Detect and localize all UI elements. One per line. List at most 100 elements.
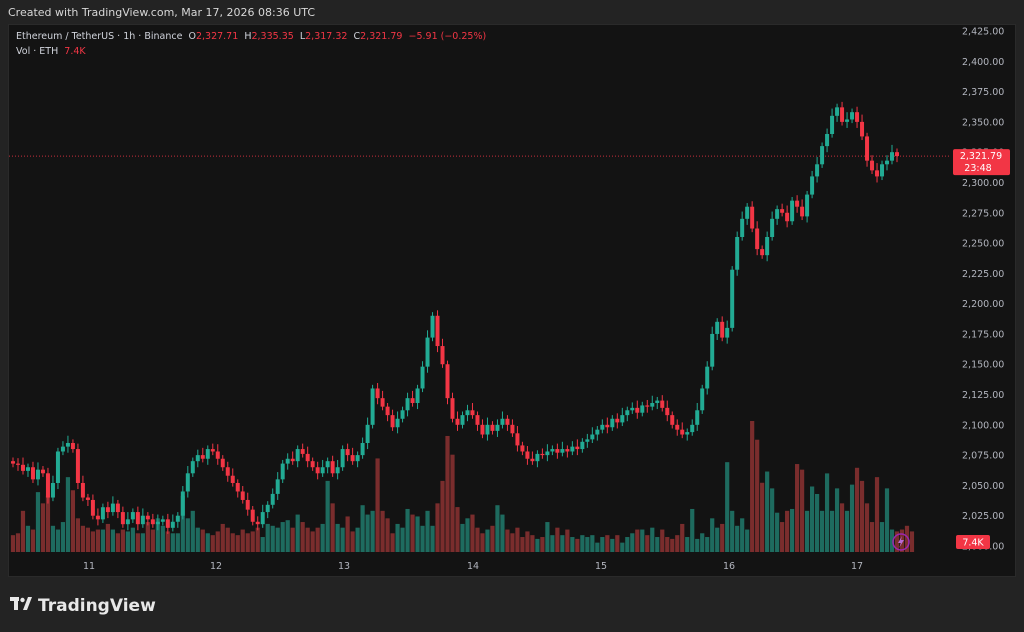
volume-bar (879, 522, 885, 552)
volume-bar (335, 523, 340, 552)
last-price-label: 2,321.79 (960, 151, 1002, 162)
volume-bar (615, 535, 620, 552)
candle-body (140, 515, 145, 525)
candle-body (465, 410, 470, 416)
candle-body (495, 424, 500, 431)
candle-body (815, 164, 820, 177)
volume-bar (10, 535, 16, 552)
tradingview-brand[interactable]: TradingView (10, 595, 156, 616)
volume-bar (275, 527, 280, 552)
y-tick-label: 2,025.00 (962, 511, 1004, 522)
candle-body (330, 461, 335, 474)
volume-bar (330, 503, 335, 552)
candle-body (135, 512, 140, 525)
volume-bar (105, 523, 110, 552)
volume-label[interactable]: Vol · ETH (16, 46, 59, 57)
volume-bar (400, 527, 405, 552)
y-tick-label: 2,150.00 (962, 360, 1004, 371)
candle-body (295, 449, 300, 462)
volume-bar (889, 529, 895, 552)
volume-bar (834, 488, 840, 552)
candle-body (50, 482, 55, 498)
volume-bar (854, 467, 860, 552)
volume-bar (590, 535, 595, 552)
candle-body (125, 519, 130, 525)
candle-body (40, 469, 45, 474)
candle-body (390, 415, 395, 428)
y-tick-label: 2,275.00 (962, 208, 1004, 219)
volume-bar (260, 537, 265, 552)
x-tick-label: 17 (851, 561, 863, 572)
y-tick-label: 2,350.00 (962, 117, 1004, 128)
volume-bar (175, 533, 180, 552)
candle-body (780, 209, 785, 213)
candle-body (170, 521, 175, 528)
candle-body (45, 473, 50, 498)
candle-body (100, 507, 105, 520)
volume-bar (115, 533, 120, 552)
volume-bar (50, 525, 56, 552)
y-tick-label: 2,300.00 (962, 178, 1004, 189)
candle-body (60, 446, 65, 452)
candle-body (605, 424, 610, 428)
candle-body (350, 455, 355, 462)
y-tick-label: 2,250.00 (962, 239, 1004, 250)
candle-body (300, 449, 305, 454)
volume-bar (135, 533, 140, 552)
candle-body (290, 458, 295, 462)
candle-body (490, 424, 495, 431)
volume-bar (215, 531, 220, 552)
candle-body (595, 429, 600, 435)
volume-bar (655, 537, 660, 552)
candle-body (805, 194, 810, 217)
volume-value: 7.4K (64, 46, 86, 57)
volume-bar (415, 516, 420, 552)
volume-bar (385, 518, 390, 552)
candle-body (875, 170, 880, 177)
low-label: L (299, 31, 306, 42)
volume-bar (430, 525, 435, 552)
symbol-title[interactable]: Ethereum / TetherUS · 1h · Binance (16, 31, 183, 42)
volume-bar (310, 531, 315, 552)
candle-body (680, 429, 685, 435)
volume-bar (20, 510, 26, 552)
candle-body (685, 432, 690, 435)
volume-bar (185, 518, 190, 552)
candle-body (245, 499, 250, 510)
volume-bar (884, 488, 890, 552)
candle-body (375, 388, 380, 399)
candle-body (850, 112, 855, 120)
candle-body (515, 433, 520, 446)
volume-bar (45, 495, 51, 552)
candle-body (560, 449, 565, 453)
candle-body (430, 315, 435, 338)
candle-body (395, 418, 400, 428)
high-label: H (244, 31, 252, 42)
candle-body (710, 333, 715, 367)
tradingview-logo-icon (10, 595, 32, 616)
volume-bar (290, 527, 295, 552)
volume-bar (595, 542, 600, 552)
lightning-icon[interactable] (892, 533, 910, 551)
candle-body (830, 115, 835, 134)
volume-bar (245, 533, 250, 552)
candle-body (750, 206, 755, 229)
volume-bar (775, 512, 780, 552)
candle-body (150, 519, 155, 525)
volume-bar (435, 503, 440, 552)
candle-body (270, 493, 275, 505)
candle-body (200, 455, 205, 459)
candle-body (175, 515, 180, 522)
chart-frame[interactable] (8, 24, 1016, 577)
candle-body (405, 398, 410, 411)
volume-bar (460, 523, 465, 552)
candle-body (720, 321, 725, 338)
candle-body (545, 451, 550, 456)
candle-body (540, 453, 545, 456)
candle-body (505, 418, 510, 425)
volume-bar (375, 458, 380, 552)
volume-bar (790, 508, 795, 552)
volume-bar (225, 527, 230, 552)
candle-body (800, 206, 805, 217)
